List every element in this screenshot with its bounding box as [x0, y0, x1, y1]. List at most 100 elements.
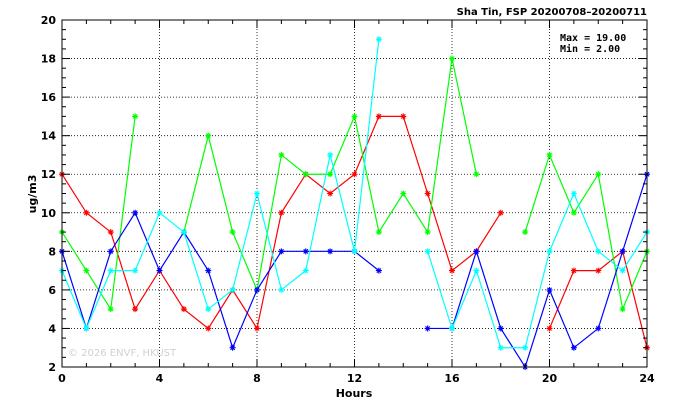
data-point	[278, 248, 285, 255]
data-point	[473, 171, 480, 178]
data-point	[400, 113, 407, 120]
data-point	[375, 36, 382, 43]
data-point	[522, 344, 529, 351]
data-point	[473, 248, 480, 255]
data-point	[229, 286, 236, 293]
series-2	[59, 171, 650, 370]
x-tick-label: 4	[156, 372, 164, 385]
data-point	[375, 113, 382, 120]
data-point	[254, 286, 260, 293]
data-point	[278, 209, 285, 216]
data-point	[570, 267, 577, 274]
y-tick-label: 8	[48, 245, 56, 258]
data-point	[424, 229, 431, 236]
x-tick-label: 0	[58, 372, 66, 385]
data-point	[83, 325, 90, 332]
data-point	[497, 209, 504, 216]
series-line	[61, 39, 380, 330]
data-point	[375, 229, 382, 236]
x-tick-label: 8	[253, 372, 261, 385]
data-point	[351, 113, 358, 120]
data-point	[522, 229, 529, 236]
series-group	[59, 36, 650, 370]
y-tick-label: 14	[41, 130, 57, 143]
data-point	[229, 229, 236, 236]
data-point	[132, 267, 139, 274]
data-point	[351, 248, 358, 255]
series-line	[524, 153, 648, 312]
y-tick-label: 18	[41, 53, 56, 66]
series-3	[59, 36, 650, 351]
data-point	[205, 132, 212, 139]
y-axis-title: ug/m3	[26, 175, 39, 214]
data-point	[570, 190, 577, 197]
data-point	[327, 151, 334, 158]
data-point	[180, 229, 187, 236]
y-tick-label: 20	[41, 14, 57, 27]
data-point	[254, 190, 260, 197]
series-line	[61, 211, 380, 350]
data-point	[302, 248, 309, 255]
data-point	[473, 267, 480, 274]
data-point	[205, 306, 212, 313]
data-point	[205, 267, 212, 274]
chart-title: Sha Tin, FSP 20200708–20200711	[457, 7, 647, 18]
data-point	[327, 248, 334, 255]
data-point	[595, 325, 602, 332]
data-point	[375, 267, 382, 274]
data-point	[278, 286, 285, 293]
data-point	[302, 171, 309, 178]
data-point	[156, 209, 163, 216]
data-point	[107, 267, 114, 274]
data-point	[180, 306, 187, 313]
max-label: Max = 19.00	[560, 33, 626, 44]
data-point	[595, 171, 602, 178]
data-point	[254, 325, 260, 332]
data-point	[132, 209, 139, 216]
data-point	[546, 325, 553, 332]
series-line	[548, 250, 648, 348]
data-point	[83, 267, 90, 274]
y-tick-labels: 2 4 6 8 10 12 14 16 18 20	[41, 14, 57, 374]
data-point	[351, 171, 358, 178]
x-tick-label: 12	[347, 372, 362, 385]
data-point	[570, 344, 577, 351]
data-point	[449, 55, 455, 62]
y-tick-label: 12	[41, 168, 56, 181]
data-point	[619, 267, 626, 274]
data-point	[619, 306, 626, 313]
tick-marks	[61, 19, 648, 368]
data-point	[619, 248, 626, 255]
data-point	[449, 325, 455, 332]
grid	[62, 20, 647, 367]
y-tick-label: 4	[48, 322, 56, 335]
data-point	[449, 267, 455, 274]
x-tick-label: 16	[444, 372, 460, 385]
x-tick-label: 24	[639, 372, 655, 385]
data-point	[132, 113, 139, 120]
series-line	[427, 191, 648, 349]
data-point	[83, 209, 90, 216]
watermark: © 2026 ENVF, HKUST	[68, 348, 177, 359]
series-0	[59, 113, 650, 351]
series-line	[61, 115, 502, 331]
data-point	[278, 151, 285, 158]
data-point	[595, 267, 602, 274]
x-axis-title: Hours	[336, 387, 373, 400]
x-tick-label: 20	[542, 372, 558, 385]
y-tick-label: 10	[41, 207, 57, 220]
data-point	[497, 325, 504, 332]
data-point	[327, 171, 334, 178]
data-point	[302, 267, 309, 274]
data-point	[156, 267, 163, 274]
data-point	[424, 325, 431, 332]
x-tick-labels: 0 4 8 12 16 20 24	[58, 372, 655, 385]
data-point	[546, 248, 553, 255]
data-point	[327, 190, 334, 197]
min-label: Min = 2.00	[560, 43, 620, 55]
data-point	[107, 248, 114, 255]
y-tick-label: 6	[48, 284, 56, 297]
y-tick-label: 2	[48, 361, 56, 374]
data-point	[107, 306, 114, 313]
